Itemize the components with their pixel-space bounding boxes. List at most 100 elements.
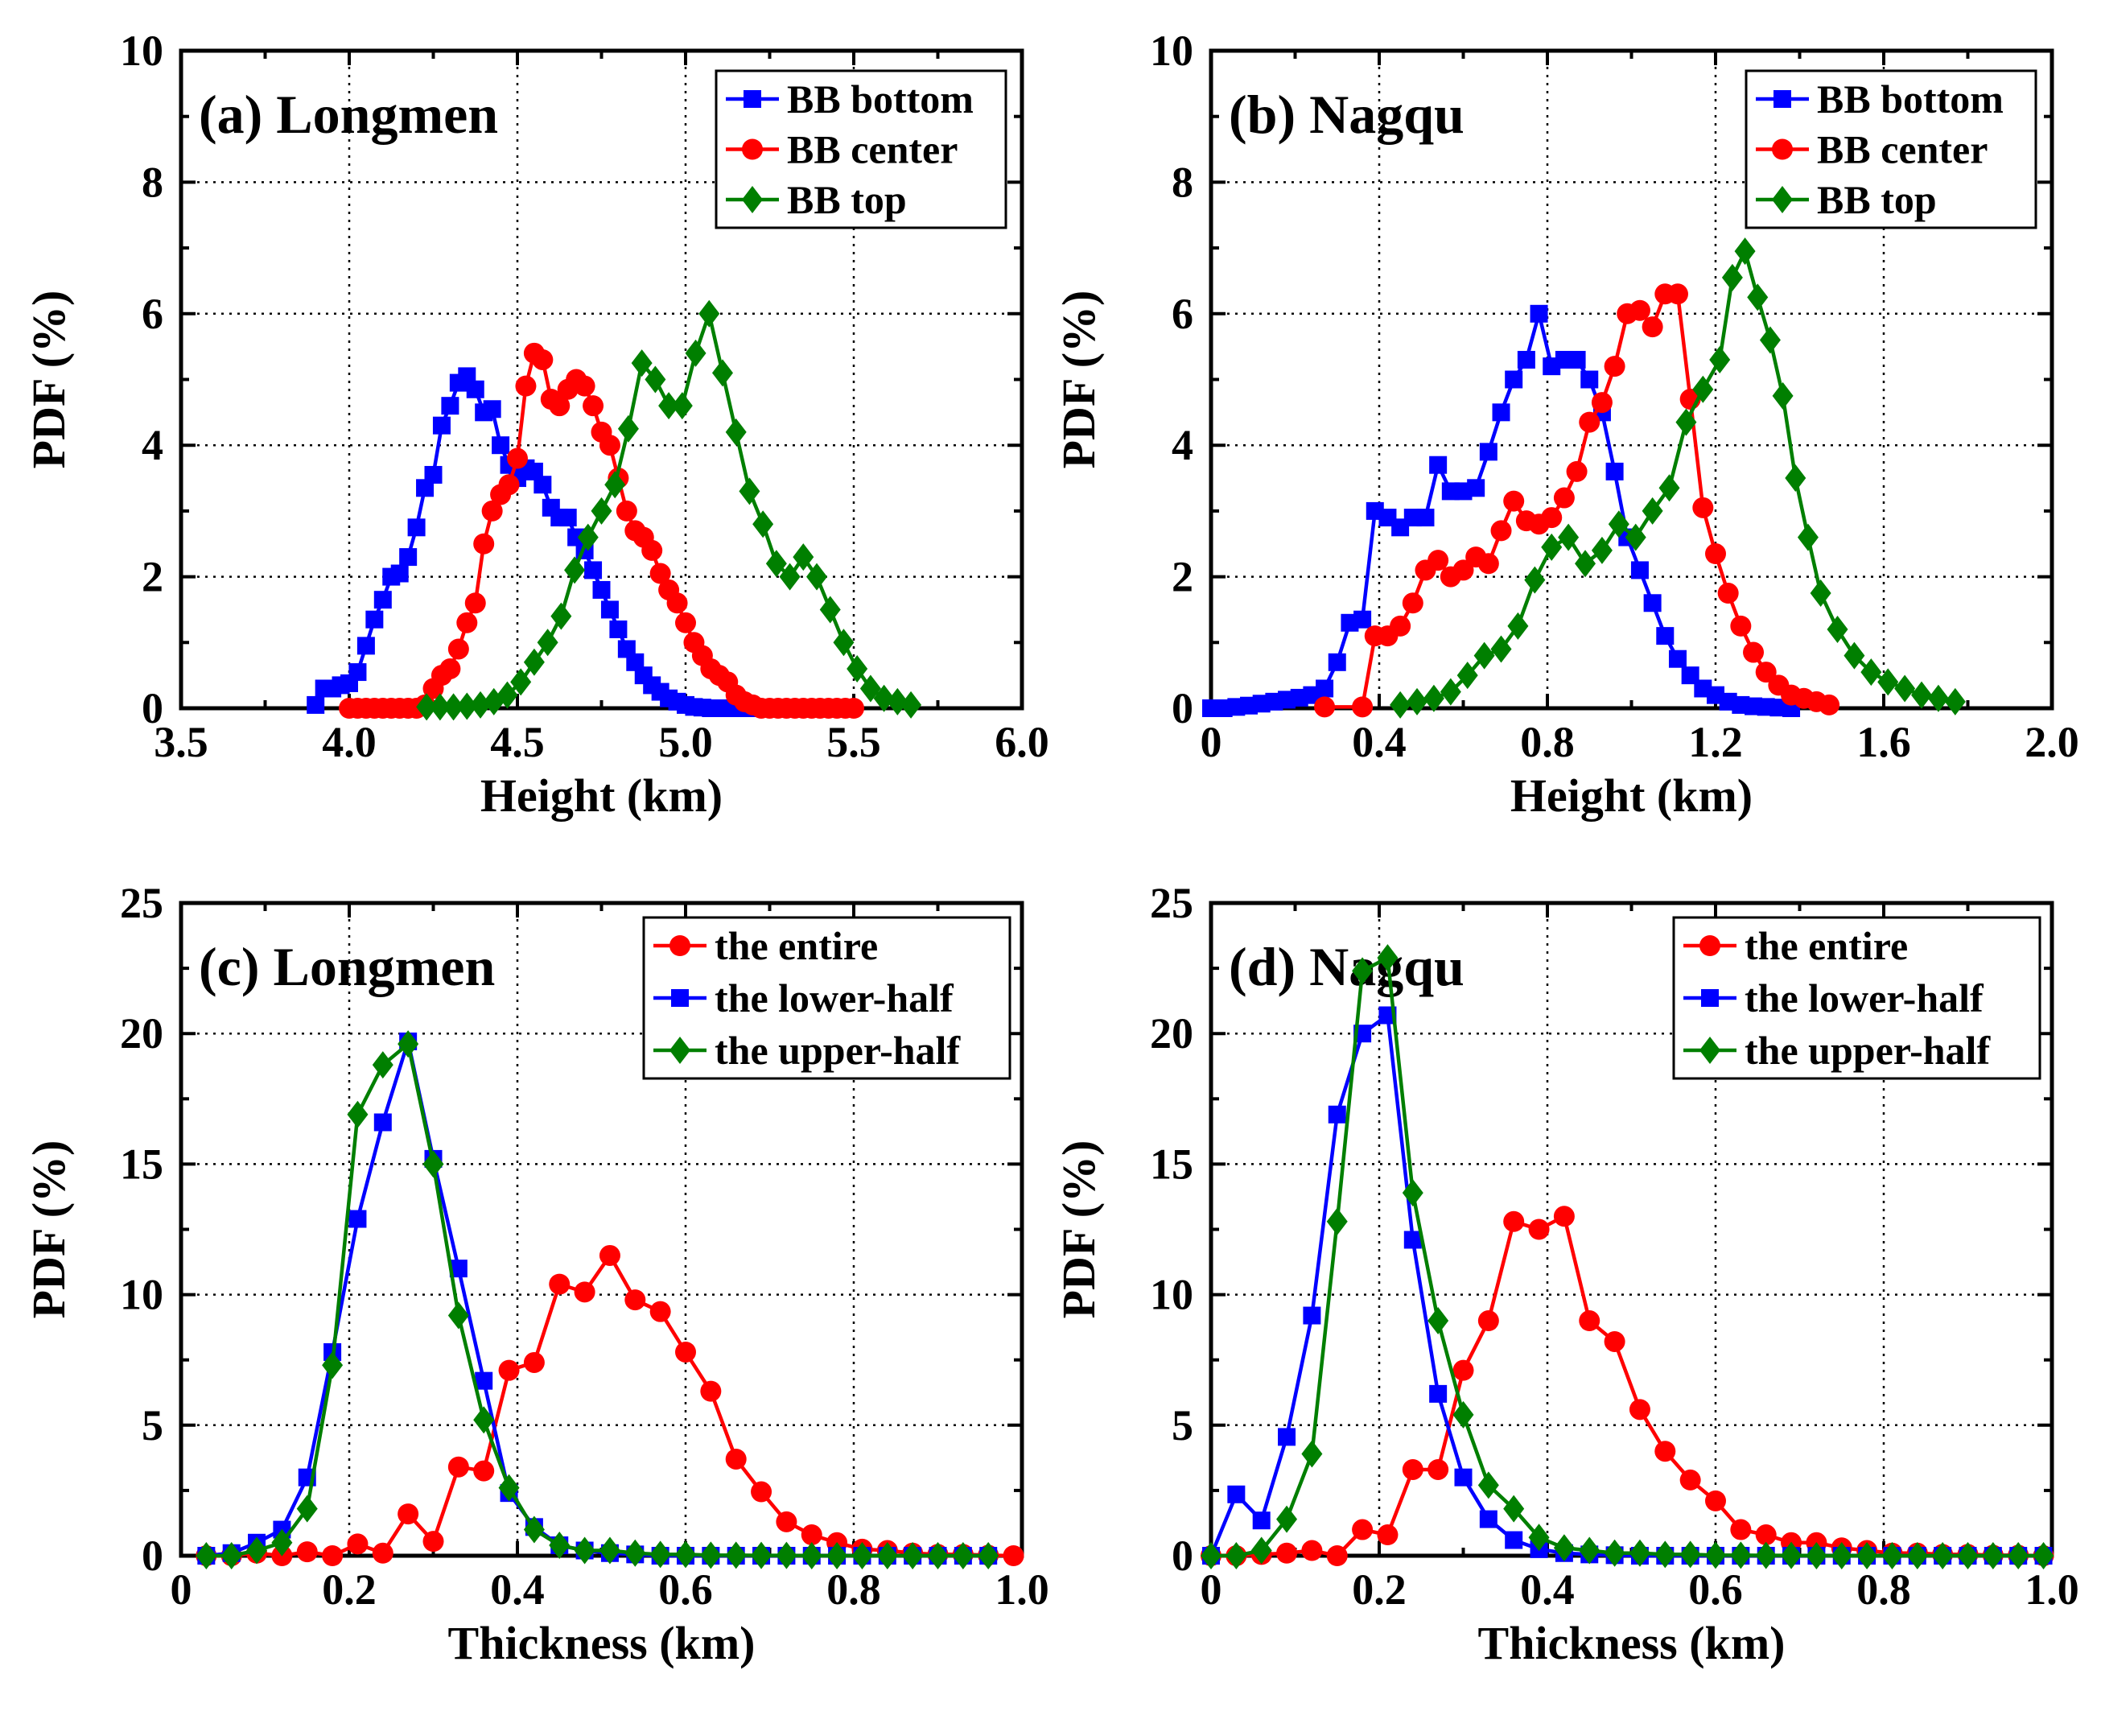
y-axis-title: PDF (%) [23, 1140, 75, 1319]
y-tick-label: 2 [1172, 553, 1193, 601]
data-point [523, 648, 545, 676]
data-point [1705, 1490, 1726, 1511]
data-point [523, 1351, 545, 1373]
data-point [1844, 641, 1865, 670]
data-point [473, 1460, 495, 1482]
data-point [1276, 1505, 1298, 1533]
data-point [549, 1273, 571, 1295]
data-point [1781, 1541, 1802, 1569]
series-line [1209, 1012, 2044, 1558]
data-point [1402, 592, 1423, 614]
data-point [1568, 350, 1586, 369]
data-point [1276, 1542, 1298, 1564]
data-point [1553, 1206, 1575, 1227]
data-point [483, 400, 501, 419]
data-point [574, 1536, 595, 1565]
data-point [1390, 691, 1411, 719]
data-point [1541, 507, 1563, 529]
data-point [507, 447, 528, 469]
data-point [1427, 1307, 1449, 1335]
legend-label: BB bottom [1817, 76, 2004, 122]
data-point [1927, 684, 1949, 712]
y-tick-label: 10 [1150, 27, 1193, 75]
data-point [1625, 523, 1646, 551]
data-point [1429, 1384, 1448, 1403]
data-point [1692, 375, 1714, 403]
data-point [390, 564, 409, 583]
data-point [549, 395, 571, 417]
data-point [1668, 649, 1687, 668]
data-point [1226, 1542, 1247, 1569]
y-tick-label: 6 [142, 290, 163, 338]
data-point [1604, 1330, 1625, 1352]
legend-item: the lower-half [1683, 975, 1984, 1021]
y-axis-title: PDF (%) [23, 291, 75, 469]
series-line [206, 1041, 989, 1558]
data-point [574, 1281, 595, 1303]
y-tick-label: 0 [1172, 1532, 1193, 1580]
data-point [296, 1541, 318, 1563]
data-point [765, 550, 787, 578]
data-point [1440, 678, 1461, 706]
data-point [1755, 662, 1777, 683]
data-point [1503, 490, 1525, 512]
data-point [1656, 627, 1675, 645]
data-point [398, 1503, 419, 1525]
data-point [927, 1542, 949, 1569]
data-point [1806, 1542, 1827, 1569]
data-point [1957, 1542, 1979, 1569]
data-point [1608, 510, 1629, 538]
data-point [1452, 1359, 1474, 1381]
legend-label: BB center [1817, 127, 1988, 172]
legend-marker [742, 138, 763, 160]
legend: BB bottom BB center BB top [715, 69, 1007, 229]
data-point [658, 392, 680, 420]
legend-label: the entire [715, 923, 878, 968]
data-point [873, 684, 895, 712]
data-point [1479, 443, 1497, 461]
data-point [464, 592, 486, 614]
data-point [1402, 1179, 1423, 1207]
legend-label: BB top [787, 177, 907, 222]
data-point [1856, 1542, 1878, 1569]
data-point [1452, 559, 1474, 581]
data-point [675, 1540, 696, 1569]
data-point [1314, 696, 1336, 718]
data-point [475, 1371, 493, 1390]
data-point [1467, 479, 1485, 497]
legend-item: the upper-half [1683, 1028, 1991, 1073]
data-point [793, 543, 814, 571]
legend-item: the entire [653, 923, 878, 968]
y-axis-title: PDF (%) [1053, 291, 1105, 469]
series-bb-center [1314, 283, 1840, 718]
legend-item: BB top [1756, 177, 1937, 222]
legend-marker [669, 935, 690, 956]
series-bb-bottom [307, 367, 796, 717]
series-bb-bottom [1202, 304, 1801, 717]
series-bb-center [339, 342, 864, 719]
legend-label: BB bottom [787, 76, 974, 122]
x-tick-label: 1.0 [995, 1565, 1049, 1614]
data-point [1390, 615, 1411, 637]
data-point [1427, 550, 1449, 571]
legend-marker [669, 1037, 690, 1064]
data-point [1503, 1495, 1525, 1523]
legend-marker [744, 90, 761, 108]
x-tick-label: 0.8 [1856, 1565, 1911, 1614]
data-point [1579, 1310, 1600, 1332]
data-point [1747, 283, 1769, 311]
data-point [1629, 1539, 1650, 1567]
data-point [1785, 464, 1806, 493]
data-point [1709, 345, 1731, 373]
x-axis-title: Thickness (km) [448, 1617, 756, 1669]
legend: BB bottom BB center BB top [1745, 69, 2037, 229]
data-point [432, 416, 451, 435]
data-point [1717, 583, 1739, 604]
data-point [398, 1030, 419, 1058]
y-tick-label: 10 [120, 1271, 163, 1319]
data-point [631, 349, 653, 377]
x-tick-label: 0 [171, 1565, 192, 1614]
data-point [1831, 1542, 1852, 1569]
data-point [466, 380, 484, 398]
